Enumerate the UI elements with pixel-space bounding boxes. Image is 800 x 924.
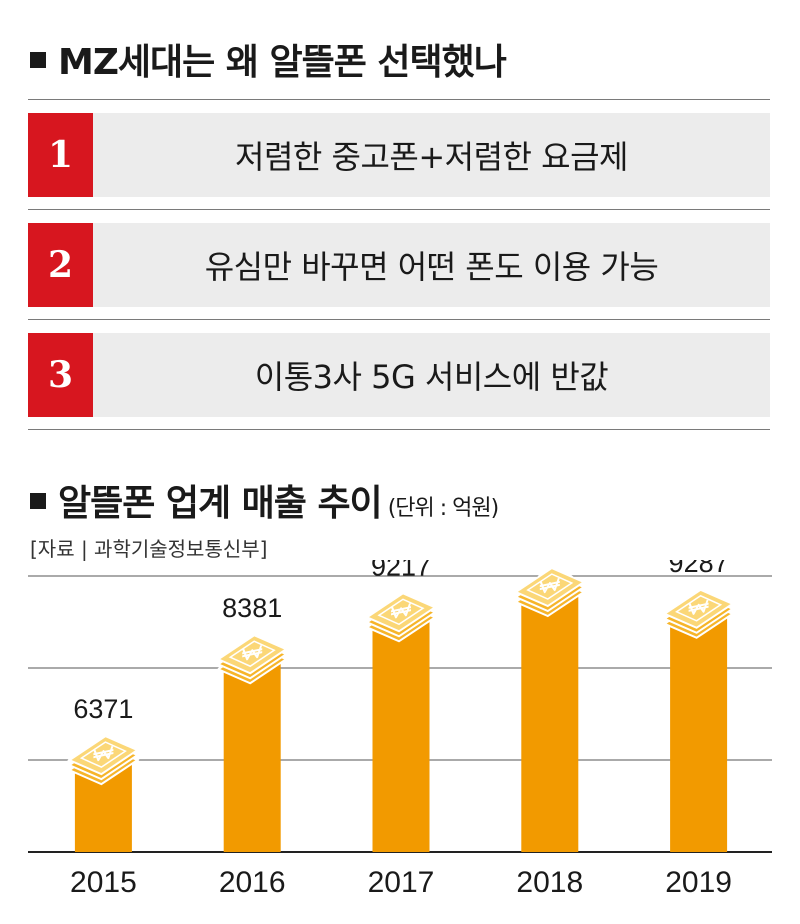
reason-number-3: 3 [28,333,93,417]
reason-number-1: 1 [28,113,93,197]
value-label: 9287 [669,560,729,578]
bar-2016 [223,657,281,852]
x-tick-label: 2017 [368,866,435,899]
divider [28,319,770,320]
reason-row-2: 2 유심만 바꾸면 어떤 폰도 이용 가능 [28,223,770,307]
chart-title: 알뜰폰 업계 매출 추이 (단위 : 억원) [30,474,500,526]
won-money-stack-icon [364,592,438,643]
chart-source: [자료 | 과학기술정보통신부] [30,537,268,561]
bar-2019 [670,611,728,852]
won-money-stack-icon [662,588,735,639]
x-tick-label: 2016 [219,866,286,899]
reason-text-1: 저렴한 중고폰+저렴한 요금제 [235,138,628,176]
divider [28,209,770,210]
square-bullet-icon [30,493,46,509]
reason-text-3: 이통3사 5G 서비스에 반값 [254,358,609,396]
x-tick-label: 2018 [516,866,583,899]
value-label: 6371 [73,694,133,724]
reason-row-3: 3 이통3사 5G 서비스에 반값 [28,333,770,417]
won-money-stack-icon [67,734,140,786]
reasons-title: MZ세대는 왜 알뜰폰 선택했나 [30,33,507,85]
divider [28,429,770,430]
value-label: 9217 [371,560,431,581]
divider [28,99,770,100]
chart-unit: (단위 : 억원) [387,496,500,521]
reason-number-2: 2 [28,223,93,307]
reason-text-2: 유심만 바꾸면 어떤 폰도 이용 가능 [204,248,659,286]
won-money-stack-icon [513,566,586,618]
x-tick-label: 2015 [70,866,137,899]
value-label: 8381 [222,593,282,623]
bar-2018 [521,590,579,852]
bar-2017 [372,615,430,852]
sales-bar-chart: 6371201583812016921720179720201892872019 [28,560,772,899]
won-money-stack-icon [216,634,289,685]
x-tick-label: 2019 [665,866,732,899]
square-bullet-icon [30,52,46,68]
reason-row-1: 1 저렴한 중고폰+저렴한 요금제 [28,113,770,197]
